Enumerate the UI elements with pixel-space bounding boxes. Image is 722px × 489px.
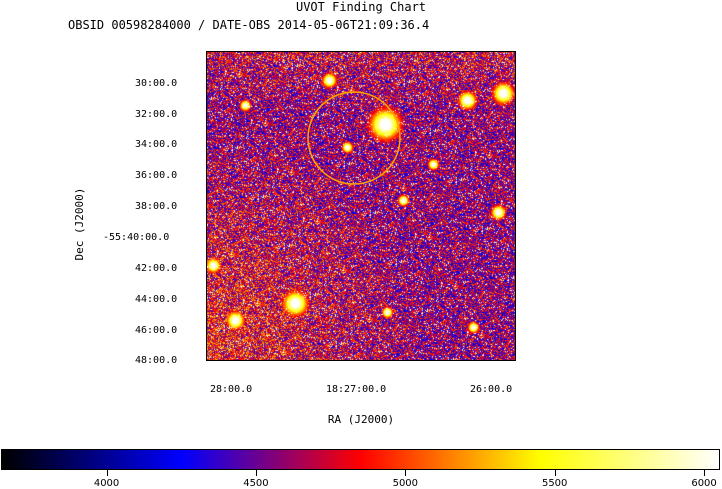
dec-tick-label: 36:00.0 bbox=[135, 170, 178, 181]
target-circle bbox=[307, 91, 401, 185]
sky-image[interactable] bbox=[206, 51, 516, 361]
colorbar-tick-label: 5000 bbox=[392, 478, 419, 489]
colorbar-tick bbox=[255, 470, 257, 476]
colorbar-tick-label: 4000 bbox=[93, 478, 120, 489]
obsid-line: OBSID 00598284000 / DATE-OBS 2014-05-06T… bbox=[68, 18, 430, 32]
colorbar-tick-label: 5500 bbox=[541, 478, 568, 489]
marker-overlay bbox=[307, 91, 401, 185]
x-axis-label: RA (J2000) bbox=[327, 413, 395, 426]
colorbar-tick bbox=[405, 470, 407, 476]
ra-tick-label: 18:27:00.0 bbox=[326, 384, 387, 395]
colorbar-gradient bbox=[2, 450, 719, 469]
dec-tick-label: 34:00.0 bbox=[135, 139, 178, 150]
dec-tick-label: 42:00.0 bbox=[135, 263, 178, 274]
colorbar-tick-label: 6000 bbox=[691, 478, 717, 489]
dec-tick-label: 46:00.0 bbox=[135, 325, 178, 336]
dec-tick-label: 48:00.0 bbox=[135, 355, 178, 366]
y-axis-label: Dec (J2000) bbox=[73, 187, 86, 261]
dec-tick-label: -55:40:00.0 bbox=[103, 232, 170, 243]
dec-tick-label: 44:00.0 bbox=[135, 294, 178, 305]
colorbar-tick bbox=[554, 470, 556, 476]
colorbar-tick bbox=[106, 470, 108, 476]
dec-tick-label: 32:00.0 bbox=[135, 109, 178, 120]
chart-title: UVOT Finding Chart bbox=[295, 0, 427, 14]
colorbar-tick bbox=[704, 470, 706, 476]
colorbar bbox=[1, 449, 720, 470]
ra-tick-label: 28:00.0 bbox=[210, 384, 253, 395]
dec-tick-label: 30:00.0 bbox=[135, 78, 178, 89]
dec-tick-label: 38:00.0 bbox=[135, 201, 178, 212]
ra-tick-label: 26:00.0 bbox=[470, 384, 513, 395]
colorbar-tick-label: 4500 bbox=[243, 478, 269, 489]
sky-image-raster bbox=[207, 52, 515, 360]
